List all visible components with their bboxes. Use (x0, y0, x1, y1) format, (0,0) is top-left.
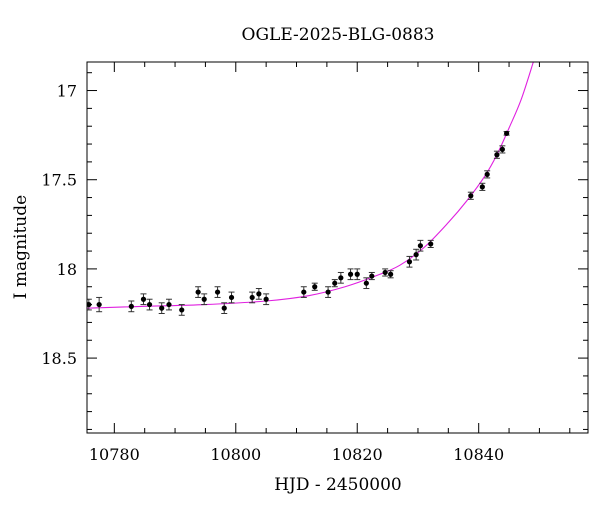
data-point-group (178, 304, 185, 316)
data-point-group (214, 286, 221, 298)
data-point-group (417, 239, 424, 252)
y-tick-label: 17.5 (41, 171, 77, 190)
data-point-group (325, 286, 332, 298)
data-point (428, 241, 434, 247)
data-point (325, 289, 331, 295)
data-point-group (484, 170, 491, 179)
axis-ticks (87, 62, 588, 433)
data-point (494, 152, 500, 158)
chart-title: OGLE-2025-BLG-0883 (242, 25, 435, 45)
data-point-group (96, 296, 103, 313)
data-point (388, 271, 394, 277)
y-tick-label: 18.5 (41, 349, 77, 368)
data-point (332, 280, 338, 286)
x-tick-label: 10780 (89, 445, 140, 464)
x-tick-label: 10840 (453, 445, 504, 464)
data-point-group (387, 270, 394, 279)
data-point-group (128, 300, 135, 313)
data-point-group (503, 130, 510, 136)
data-point-group (337, 271, 344, 284)
plot-area (87, 62, 534, 316)
data-point (347, 271, 354, 277)
data-point (417, 243, 423, 249)
data-point (249, 294, 255, 301)
data-point (201, 296, 207, 302)
data-point (159, 305, 165, 311)
data-point (369, 273, 375, 279)
data-point (195, 289, 201, 295)
data-point-group (255, 288, 262, 300)
data-points-layer (87, 130, 510, 316)
data-point (363, 280, 369, 286)
data-point (228, 294, 235, 301)
data-point (479, 184, 485, 190)
data-point-group (311, 282, 318, 291)
data-point-group (158, 302, 165, 314)
y-tick-label: 17 (57, 82, 77, 101)
data-point-group (195, 286, 202, 298)
axis-tick-labels: 10780 10800 10820 10840 17 17.5 18 18.5 (41, 82, 504, 464)
data-point-group (347, 268, 354, 281)
data-point-group (140, 293, 147, 306)
data-point-group (479, 182, 486, 191)
model-curve-layer (87, 62, 534, 309)
data-point (256, 291, 262, 297)
data-point (484, 171, 490, 177)
data-point-group (354, 268, 361, 281)
data-point-group (499, 145, 506, 154)
data-point-group (368, 271, 375, 281)
data-point-group (249, 291, 256, 304)
data-point (140, 296, 147, 302)
data-point-group (201, 293, 208, 306)
data-point-group (300, 286, 307, 298)
plot-frame (86, 61, 589, 434)
model-curve (87, 62, 534, 309)
data-point (354, 271, 360, 277)
data-point (468, 193, 474, 199)
data-point-group (406, 255, 413, 268)
data-point (338, 275, 344, 281)
data-point (263, 296, 269, 302)
data-point-group (221, 302, 228, 314)
data-point (221, 305, 227, 311)
data-point-group (493, 150, 500, 159)
y-axis-label: I magnitude (11, 195, 31, 299)
data-point-group (467, 191, 474, 200)
data-point-group (165, 298, 172, 311)
data-point (413, 252, 419, 258)
data-point (96, 301, 102, 308)
y-tick-label: 18 (57, 260, 77, 279)
data-point-group (363, 277, 370, 290)
data-point (499, 146, 505, 152)
data-point (146, 301, 153, 308)
data-point (382, 269, 388, 276)
data-point (166, 301, 172, 308)
data-point (504, 130, 510, 136)
data-point (214, 289, 221, 295)
data-point-group (331, 279, 338, 288)
x-tick-label: 10820 (332, 445, 383, 464)
data-point-group (263, 293, 270, 306)
data-point (312, 284, 318, 290)
data-point-group (427, 239, 434, 248)
x-axis-label: HJD - 2450000 (274, 475, 402, 495)
data-point-group (146, 298, 153, 311)
data-point (406, 259, 413, 265)
data-point (301, 289, 307, 295)
data-point-group (382, 268, 389, 277)
data-point (179, 307, 185, 313)
data-point (128, 303, 134, 309)
x-tick-label: 10800 (210, 445, 261, 464)
data-point-group (228, 291, 235, 304)
data-point-group (413, 248, 420, 261)
